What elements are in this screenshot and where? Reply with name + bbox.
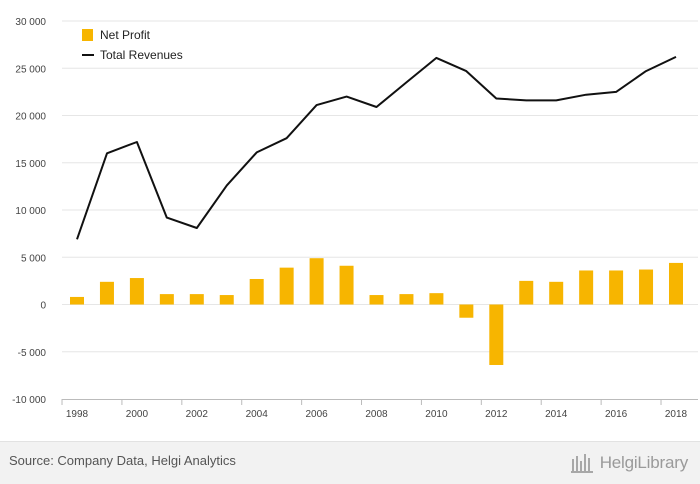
y-tick-label: 5 000 <box>21 253 46 264</box>
footer: Source: Company Data, Helgi Analytics He… <box>0 441 700 484</box>
net-profit-bar <box>99 281 114 305</box>
x-tick-label: 2010 <box>425 409 448 420</box>
brand-logo: HelgiLibrary <box>570 449 689 477</box>
y-tick-label: 20 000 <box>15 112 46 123</box>
total-revenues-line <box>76 55 677 240</box>
net-profit-bar <box>309 258 324 305</box>
chart: -10 000 -5 000 0 5 000 10 000 15 000 20 000 25 … <box>12 17 698 420</box>
net-profit-bar <box>489 304 504 365</box>
net-profit-bar <box>459 304 474 318</box>
net-profit-bar <box>399 294 414 305</box>
net-profit-bar <box>219 295 234 305</box>
legend-swatch-net-profit <box>82 29 93 41</box>
net-profit-bar <box>159 294 174 305</box>
x-tick-label: 1998 <box>66 409 89 420</box>
legend-label-net-profit: Net Profit <box>100 28 151 42</box>
x-tick-label: 2006 <box>305 409 328 420</box>
total-revenues-line-group <box>76 55 677 240</box>
net-profit-bar <box>70 296 84 305</box>
net-profit-bar <box>669 262 683 305</box>
net-profit-bar <box>189 294 204 305</box>
net-profit-bar <box>129 278 144 305</box>
x-tick-label: 2000 <box>126 409 149 420</box>
library-icon <box>570 454 593 473</box>
legend: Net Profit Total Revenues <box>82 28 183 62</box>
y-tick-label: -5 000 <box>18 348 47 359</box>
x-tick-label: 2008 <box>365 409 388 420</box>
net-profit-bar <box>519 280 534 305</box>
net-profit-bar <box>249 278 264 305</box>
net-profit-bar <box>549 281 564 305</box>
net-profit-bar <box>609 270 624 305</box>
net-profit-bar <box>279 267 294 305</box>
net-profit-bar <box>339 265 354 305</box>
y-tick-label: 10 000 <box>15 206 46 217</box>
net-profit-bar <box>579 270 594 305</box>
net-profit-bar <box>429 293 444 305</box>
x-tick-label: 2018 <box>665 409 688 420</box>
y-tick-label: 15 000 <box>15 159 46 170</box>
x-axis: 1998 2000 2002 2004 2006 2008 2010 2012 2014 2016… <box>61 399 698 420</box>
net-profit-bar <box>369 295 384 305</box>
x-tick-label: 2014 <box>545 409 568 420</box>
net-profit-bar <box>639 269 654 305</box>
y-tick-label: 0 <box>40 301 46 312</box>
x-tick-label: 2002 <box>186 409 209 420</box>
y-axis-labels: -10 000 -5 000 0 5 000 10 000 15 000 20 000 25 … <box>12 17 46 406</box>
y-tick-label: -10 000 <box>12 395 46 406</box>
source-note: Source: Company Data, Helgi Analytics <box>9 453 236 468</box>
x-tick-label: 2004 <box>246 409 269 420</box>
y-tick-label: 25 000 <box>15 64 46 75</box>
y-tick-label: 30 000 <box>15 17 46 28</box>
brand-name: HelgiLibrary <box>599 453 689 472</box>
net-profit-bars <box>70 258 683 365</box>
legend-label-total-revenues: Total Revenues <box>100 48 183 62</box>
x-tick-label: 2012 <box>485 409 508 420</box>
x-tick-label: 2016 <box>605 409 628 420</box>
